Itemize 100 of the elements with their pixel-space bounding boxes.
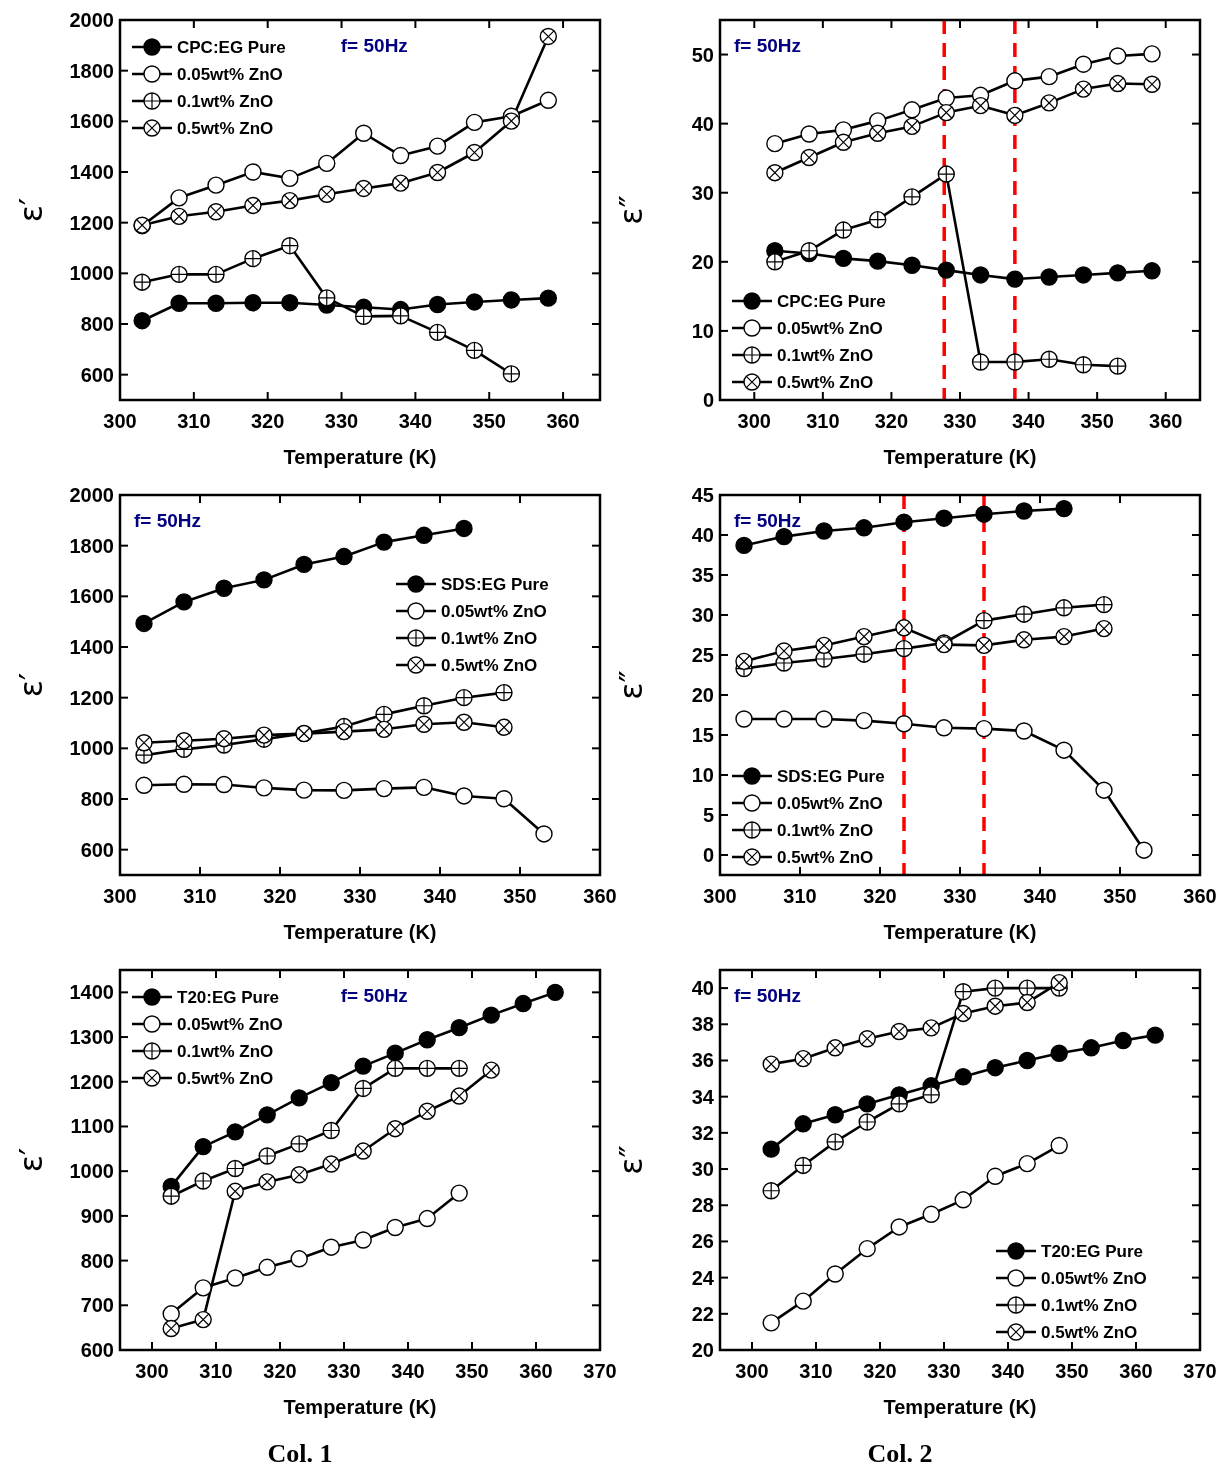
- point: [450, 1184, 468, 1202]
- y-tick-label: 1400: [69, 981, 114, 1004]
- x-axis-title: Temperature (K): [283, 446, 437, 468]
- point: [1055, 741, 1073, 759]
- y-tick-label: 30: [691, 604, 714, 626]
- point: [133, 312, 151, 330]
- point: [766, 134, 784, 153]
- point: [1146, 1026, 1164, 1044]
- legend-label: 0.05wt% ZnO: [177, 1015, 283, 1034]
- x-tick-label: 300: [737, 410, 771, 432]
- point: [215, 579, 233, 597]
- x-tick-label: 300: [103, 410, 137, 432]
- y-tick-label: 800: [80, 1249, 114, 1272]
- x-tick-label: 320: [263, 1360, 297, 1382]
- point: [175, 593, 193, 611]
- annotation: f= 50Hz: [734, 35, 802, 56]
- legend-label: 0.5wt% ZnO: [1041, 1323, 1138, 1342]
- legend-label: 0.05wt% ZnO: [177, 65, 283, 84]
- x-tick-label: 350: [503, 885, 537, 907]
- y-tick-label: 10: [691, 764, 714, 786]
- y-tick-label: 800: [80, 788, 114, 810]
- point: [1055, 499, 1073, 518]
- y-tick-label: 36: [691, 1049, 714, 1072]
- y-tick-label: 20: [691, 250, 714, 273]
- point: [415, 526, 433, 544]
- y-tick-label: 30: [691, 181, 714, 204]
- x-tick-label: 350: [1080, 410, 1114, 432]
- y-tick-label: 1200: [69, 211, 114, 234]
- x-tick-label: 360: [1183, 885, 1217, 907]
- point: [465, 293, 484, 311]
- point: [162, 1305, 180, 1323]
- x-tick-label: 320: [863, 1360, 897, 1382]
- point: [1006, 270, 1024, 288]
- x-axis-title: Temperature (K): [283, 921, 437, 943]
- text: Col. 2: [867, 1439, 933, 1468]
- x-tick-label: 310: [199, 1360, 233, 1382]
- point: [1006, 72, 1024, 90]
- x-tick-label: 340: [1023, 885, 1057, 907]
- point: [775, 527, 793, 546]
- y-tick-label: 1400: [69, 161, 114, 183]
- y-axis-title: ε′: [12, 1147, 50, 1173]
- legend-label: T20:EG Pure: [177, 988, 280, 1007]
- x-tick-label: 340: [1011, 410, 1046, 432]
- point: [815, 522, 833, 540]
- x-tick-label: 310: [177, 410, 211, 432]
- point: [428, 137, 447, 155]
- legend-label: 0.05wt% ZnO: [777, 319, 883, 338]
- y-tick-label: 1100: [70, 1115, 114, 1138]
- point: [735, 710, 753, 728]
- x-tick-label: 350: [1055, 1360, 1089, 1382]
- point: [375, 533, 393, 551]
- point: [858, 1239, 876, 1258]
- point: [1040, 67, 1058, 86]
- legend-label: SDS:EG Pure: [441, 575, 549, 594]
- x-tick-label: 330: [324, 410, 359, 432]
- y-tick-label: 1800: [69, 59, 114, 82]
- point: [226, 1269, 244, 1287]
- y-tick-label: 1000: [69, 737, 114, 760]
- x-axis-title: Temperature (K): [883, 921, 1037, 943]
- point: [1109, 264, 1127, 282]
- point: [937, 261, 955, 279]
- y-tick-label: 28: [691, 1194, 714, 1217]
- point: [954, 1068, 972, 1086]
- point: [762, 1140, 780, 1158]
- y-tick-label: 5: [702, 804, 714, 826]
- point: [1015, 502, 1033, 520]
- point: [258, 1258, 276, 1276]
- point: [826, 1106, 844, 1124]
- point: [495, 790, 513, 808]
- legend-label: 0.1wt% ZnO: [777, 346, 874, 365]
- point: [986, 1167, 1004, 1185]
- legend-label: 0.5wt% ZnO: [777, 848, 874, 867]
- y-tick-label: 2000: [69, 9, 114, 31]
- y-tick-label: 50: [691, 43, 714, 66]
- point: [290, 1089, 308, 1107]
- point: [455, 519, 473, 538]
- point: [170, 189, 188, 207]
- y-axis-title: ε″: [612, 1145, 650, 1175]
- point: [535, 825, 553, 843]
- point: [937, 89, 955, 107]
- y-axis-title: ε′: [12, 672, 50, 698]
- y-tick-label: 40: [691, 112, 714, 135]
- point: [855, 711, 873, 730]
- point: [175, 775, 193, 794]
- point: [482, 1006, 500, 1024]
- legend-label: 0.5wt% ZnO: [777, 373, 874, 392]
- y-tick-label: 800: [80, 313, 114, 335]
- x-tick-label: 370: [1183, 1360, 1217, 1382]
- point: [1015, 722, 1033, 740]
- point: [903, 101, 921, 119]
- legend-label: 0.5wt% ZnO: [177, 1069, 274, 1088]
- point: [794, 1115, 812, 1133]
- point: [935, 719, 953, 737]
- x-tick-label: 300: [135, 1360, 169, 1382]
- point: [539, 91, 558, 110]
- legend-label: 0.1wt% ZnO: [177, 92, 274, 111]
- y-axis-title: ε′: [12, 197, 50, 223]
- point: [1082, 1039, 1100, 1057]
- x-tick-label: 310: [783, 885, 817, 907]
- legend-label: T20:EG Pure: [1041, 1242, 1144, 1261]
